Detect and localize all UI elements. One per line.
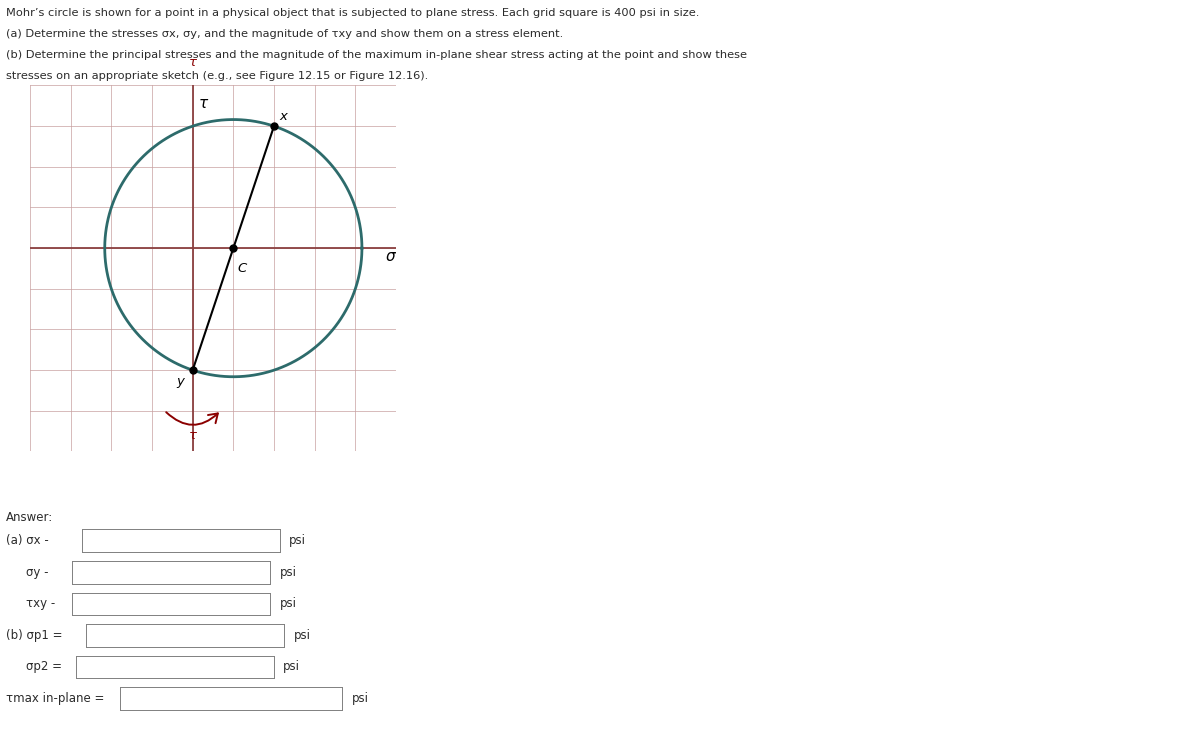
Text: psi: psi [352,692,368,705]
Text: psi: psi [294,629,311,642]
Text: τmax in-plane =: τmax in-plane = [6,692,104,705]
Text: (a) Determine the stresses σx, σy, and the magnitude of τxy and show them on a s: (a) Determine the stresses σx, σy, and t… [6,29,563,38]
Text: Answer:: Answer: [6,511,53,523]
Text: y: y [176,376,185,388]
Text: psi: psi [280,566,296,579]
FancyArrowPatch shape [166,412,218,425]
FancyArrowPatch shape [166,71,218,84]
Text: σy -: σy - [26,566,49,579]
Text: (a) σx -: (a) σx - [6,534,49,547]
Text: stresses on an appropriate sketch (e.g., see Figure 12.15 or Figure 12.16).: stresses on an appropriate sketch (e.g.,… [6,71,428,80]
Text: C: C [238,262,247,276]
Text: σ: σ [386,249,396,264]
Text: psi: psi [283,660,300,674]
Text: x: x [280,110,288,123]
Text: τxy -: τxy - [26,597,55,611]
Text: τ: τ [188,56,197,69]
Text: σp2 =: σp2 = [26,660,62,674]
Text: (b) σp1 =: (b) σp1 = [6,629,62,642]
Text: psi: psi [280,597,296,611]
Text: (b) Determine the principal stresses and the magnitude of the maximum in-plane s: (b) Determine the principal stresses and… [6,50,746,59]
Text: τ: τ [188,429,197,442]
Text: psi: psi [289,534,306,547]
Text: τ: τ [199,95,208,110]
Text: Mohr’s circle is shown for a point in a physical object that is subjected to pla: Mohr’s circle is shown for a point in a … [6,8,700,17]
